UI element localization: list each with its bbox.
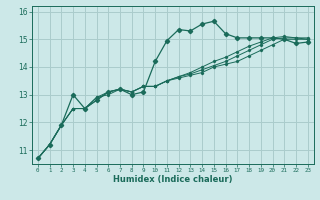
X-axis label: Humidex (Indice chaleur): Humidex (Indice chaleur) — [113, 175, 233, 184]
